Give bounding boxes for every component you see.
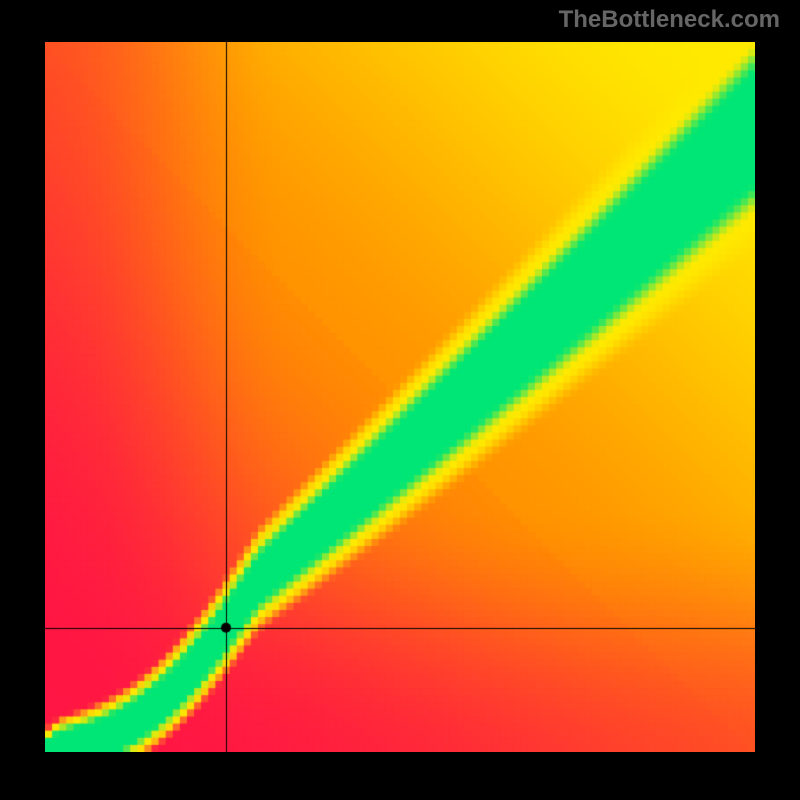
watermark-label: TheBottleneck.com <box>559 6 780 34</box>
chart-container: TheBottleneck.com <box>0 0 800 800</box>
heatmap-plot <box>45 42 755 752</box>
